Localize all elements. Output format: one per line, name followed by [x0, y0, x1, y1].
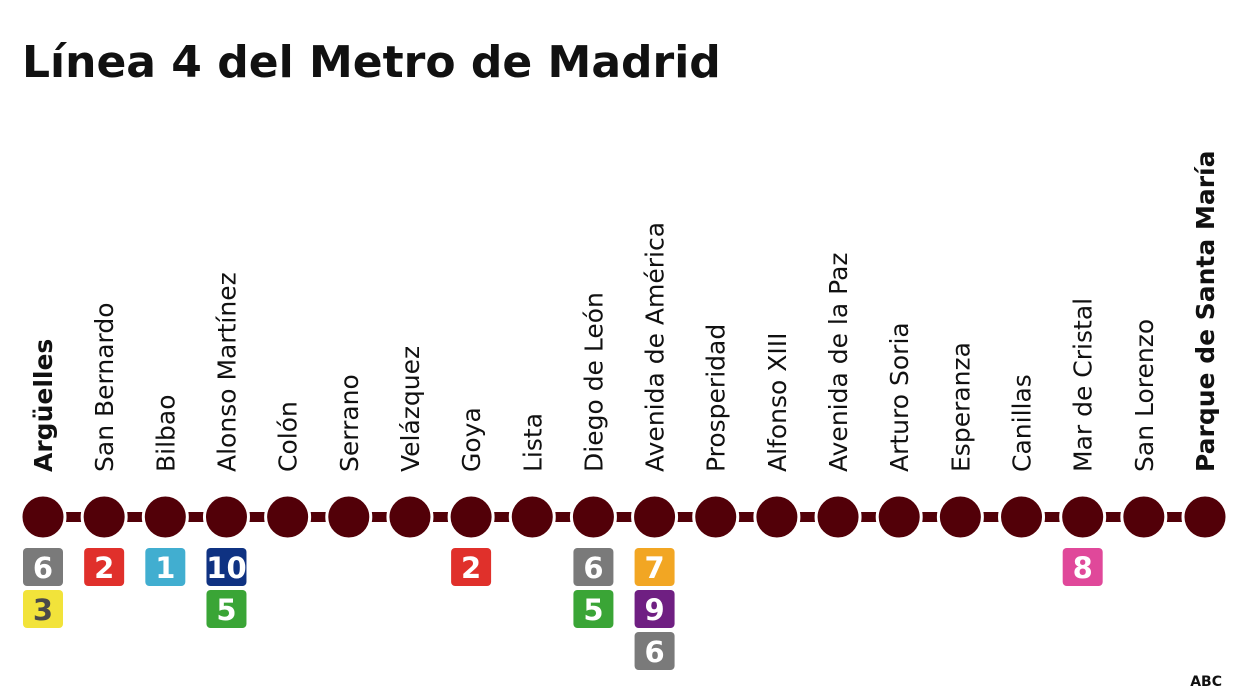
station-name: Avenida de América [641, 222, 670, 472]
line-badge [206, 590, 247, 628]
station-name: Velázquez [396, 346, 425, 472]
line-badge-number: 10 [206, 551, 246, 585]
station-dot [753, 493, 801, 541]
line-badge-number: 6 [583, 551, 603, 585]
line-badge-number: 7 [644, 551, 664, 585]
station-name: Mar de Cristal [1069, 298, 1098, 472]
station-dot [447, 493, 495, 541]
line-badge-number: 8 [1073, 551, 1093, 585]
station-dot [569, 493, 617, 541]
station-dot [814, 493, 862, 541]
station-dot [264, 493, 312, 541]
line-badge [84, 548, 125, 586]
station-name: Bilbao [151, 394, 180, 472]
source: ABC [1190, 674, 1222, 690]
line-badge [573, 590, 614, 628]
station-dot [692, 493, 740, 541]
station-name: Alonso Martínez [212, 272, 241, 472]
station-dot [80, 493, 128, 541]
line-badge-number: 9 [644, 593, 664, 627]
station-dot [1059, 493, 1107, 541]
line-badge [634, 590, 675, 628]
station-name: Arturo Soria [885, 322, 914, 472]
line-badge-number: 5 [583, 593, 603, 627]
line-badge [634, 548, 675, 586]
line-badge-number: 2 [94, 551, 114, 585]
station-name: Canillas [1008, 374, 1037, 472]
line-badge-number: 5 [216, 593, 236, 627]
station-name: San Bernardo [90, 302, 119, 472]
station-dot [875, 493, 923, 541]
station-name: Alfonso XIII [763, 332, 792, 472]
line-badge [145, 548, 186, 586]
station-name: Colón [274, 401, 303, 472]
station-name: Prosperidad [702, 324, 731, 472]
station-dot [141, 493, 189, 541]
station-name: Goya [457, 407, 486, 472]
station-dot [508, 493, 556, 541]
station-dot [202, 493, 250, 541]
line-badge [23, 590, 63, 628]
line-badge [451, 548, 492, 586]
station-dot [998, 493, 1046, 541]
line-badge [634, 632, 675, 670]
line-badge [23, 548, 63, 586]
station-dot [1120, 493, 1168, 541]
station-name: Lista [518, 413, 547, 472]
line-badge [1062, 548, 1103, 586]
station-dot [1181, 493, 1229, 541]
station-dot [631, 493, 679, 541]
station-name: Parque de Santa María [1191, 151, 1220, 472]
line-badge-number: 6 [33, 551, 53, 585]
line-badge [573, 548, 614, 586]
line-badge-number: 6 [644, 635, 664, 669]
station-name: Serrano [335, 374, 364, 472]
line-badge-number: 2 [461, 551, 481, 585]
station-name: Argüelles [29, 339, 58, 472]
station-name: San Lorenzo [1130, 319, 1159, 472]
station-dot [19, 493, 67, 541]
station-dot [936, 493, 984, 541]
station-name: Avenida de la Paz [824, 252, 853, 472]
station-dot [386, 493, 434, 541]
line-badge-number: 3 [33, 593, 53, 627]
line-badge [206, 548, 247, 586]
station-name: Diego de León [579, 292, 608, 472]
station-dot [325, 493, 373, 541]
line-badge-number: 1 [155, 551, 175, 585]
station-name: Esperanza [946, 342, 975, 472]
title: Línea 4 del Metro de Madrid [22, 37, 721, 88]
